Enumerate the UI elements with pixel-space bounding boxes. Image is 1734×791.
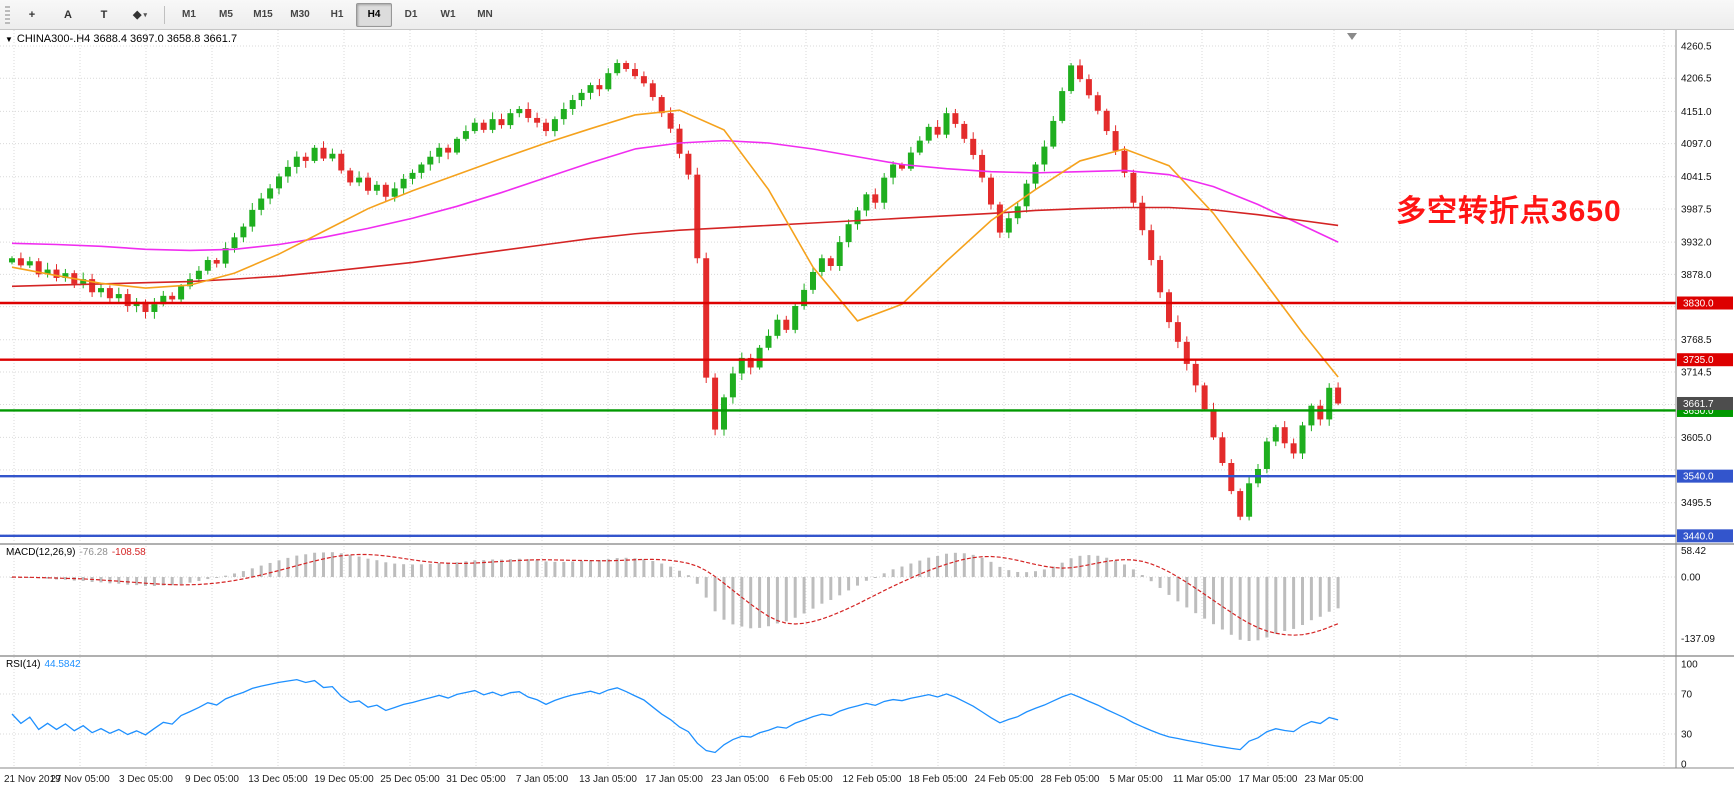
candlestick-series [9,59,1342,521]
macd-signal-line [11,553,1339,636]
ma-fast-orange [11,109,1339,378]
date-tick-label: 17 Mar 05:00 [1239,774,1298,785]
annotation-text[interactable]: 多空转折点3650 [1396,195,1622,228]
hline-badge-label: 3540.0 [1683,472,1714,483]
price-tick-label: 3714.5 [1681,367,1712,378]
macd-value: -76.28 [79,547,108,558]
price-tick-label: 3605.0 [1681,433,1712,444]
rsi-tick-label: 30 [1681,730,1693,741]
toolbar-grip[interactable] [5,5,10,24]
price-tick-label: 4097.0 [1681,139,1712,150]
date-tick-label: 21 Nov 2019 [4,774,61,785]
rsi-line [11,678,1339,754]
date-tick-label: 23 Mar 05:00 [1305,774,1364,785]
date-tick-label: 13 Jan 05:00 [579,774,637,785]
price-tick-label: 4206.5 [1681,74,1712,85]
price-tick-label: 3987.5 [1681,204,1712,215]
text-annotation-icon: A [64,8,72,21]
current-price-badge [1677,396,1733,410]
draw-tools-icon: ◆ [133,9,142,21]
rsi-tick-label: 100 [1681,660,1698,671]
chart-title: ▼ CHINA300-.H4 3688.4 3697.0 3658.8 3661… [5,33,237,45]
rsi-tick-label: 0 [1681,760,1687,771]
price-tick-label: 3878.0 [1681,270,1712,281]
date-tick-label: 17 Jan 05:00 [645,774,703,785]
date-tick-label: 24 Feb 05:00 [975,774,1034,785]
date-tick-label: 19 Dec 05:00 [314,774,374,785]
text-annotation-button[interactable]: A [50,3,86,27]
hline-badge-label: 3735.0 [1683,355,1714,366]
toolbar-separator [164,5,165,24]
chart-title-text: CHINA300-.H4 3688.4 3697.0 3658.8 3661.7 [16,33,238,45]
price-tick-label: 4260.5 [1681,42,1712,53]
hline-badge-label: 3440.0 [1683,531,1714,542]
date-tick-label: 23 Jan 05:00 [711,774,769,785]
date-tick-label: 18 Feb 05:00 [909,774,968,785]
crosshair-icon: + [28,8,36,21]
timeframe-button-mn[interactable]: MN [477,9,493,20]
macd-histogram [10,552,1340,642]
macd-name: MACD(12,26,9) [6,547,76,558]
timeframe-button-m15[interactable]: M15 [253,9,273,20]
date-tick-label: 6 Feb 05:00 [779,774,833,785]
date-tick-label: 27 Nov 05:00 [50,774,110,785]
current-price-label: 3661.7 [1683,399,1714,410]
macd-tick-label: 0.00 [1681,573,1701,584]
date-tick-label: 9 Dec 05:00 [185,774,239,785]
timeframe-button-h1[interactable]: H1 [330,9,344,20]
hline-price-badge [1677,296,1733,310]
draw-tools-button[interactable]: ◆ ▾ [122,3,158,27]
date-tick-label: 5 Mar 05:00 [1109,774,1163,785]
ma-slow-magenta [11,139,1339,252]
macd-indicator-label: MACD(12,26,9) -76.28 -108.58 [6,547,146,558]
date-tick-label: 25 Dec 05:00 [380,774,440,785]
price-tick-label: 4151.0 [1681,107,1712,118]
chart-area[interactable]: 3830.0 3735.0 3650.0 3540.0 3440.0 3661.7 4260… [0,30,1734,791]
price-axis[interactable]: 4260.5 4206.5 4151.0 4097.0 4041.5 3987.5 3932… [1681,42,1712,510]
timeframe-button-w1[interactable]: W1 [440,9,456,20]
collapse-icon[interactable]: ▼ [5,34,13,44]
toolbar: + A T ◆ ▾ M1 M5 M15 M30 H1 H4 D1 W1 MN [0,0,1734,30]
price-tick-label: 3768.5 [1681,335,1712,346]
hline-price-badge [1677,469,1733,483]
date-tick-label: 28 Feb 05:00 [1041,774,1100,785]
template-icon: T [100,8,108,21]
timeframe-button-m30[interactable]: M30 [290,9,310,20]
chart-shift-marker-icon[interactable] [1347,33,1357,40]
price-tick-label: 3932.0 [1681,238,1712,249]
date-tick-label: 3 Dec 05:00 [119,774,173,785]
macd-tick-label: 58.42 [1681,546,1706,557]
chevron-down-icon: ▾ [143,11,147,19]
macd-tick-label: -137.09 [1681,634,1715,645]
grid [0,30,1676,768]
price-tick-label: 3495.5 [1681,498,1712,509]
template-button[interactable]: T [86,3,122,27]
rsi-tick-label: 70 [1681,690,1693,701]
timeframe-button-d1[interactable]: D1 [404,9,418,20]
ma-long-red [11,206,1339,288]
crosshair-button[interactable]: + [14,3,50,27]
hline-price-badge [1677,353,1733,367]
hline-price-badge [1677,529,1733,543]
timeframe-group: M1 M5 M15 M30 H1 H4 D1 W1 MN [171,2,503,27]
price-tick-label: 4041.5 [1681,172,1712,183]
date-tick-label: 12 Feb 05:00 [843,774,902,785]
timeframe-button-m1[interactable]: M1 [182,9,196,20]
date-tick-label: 11 Mar 05:00 [1173,774,1232,785]
rsi-name: RSI(14) [6,659,41,670]
rsi-value: 44.5842 [44,659,81,670]
hline-badge-label: 3650.0 [1683,406,1714,417]
toolbar-icon-group: + A T ◆ ▾ [14,3,158,27]
timeframe-button-m5[interactable]: M5 [219,9,233,20]
chart-canvas[interactable]: 3830.03735.03650.03540.03440.03661.74260… [0,30,1734,791]
date-tick-label: 7 Jan 05:00 [516,774,569,785]
rsi-indicator-label: RSI(14) 44.5842 [6,659,81,670]
hline-badge-label: 3830.0 [1683,299,1714,310]
date-tick-label: 31 Dec 05:00 [446,774,506,785]
macd-signal-value: -108.58 [111,547,146,558]
date-tick-label: 13 Dec 05:00 [248,774,308,785]
timeframe-button-h4[interactable]: H4 [356,2,392,27]
